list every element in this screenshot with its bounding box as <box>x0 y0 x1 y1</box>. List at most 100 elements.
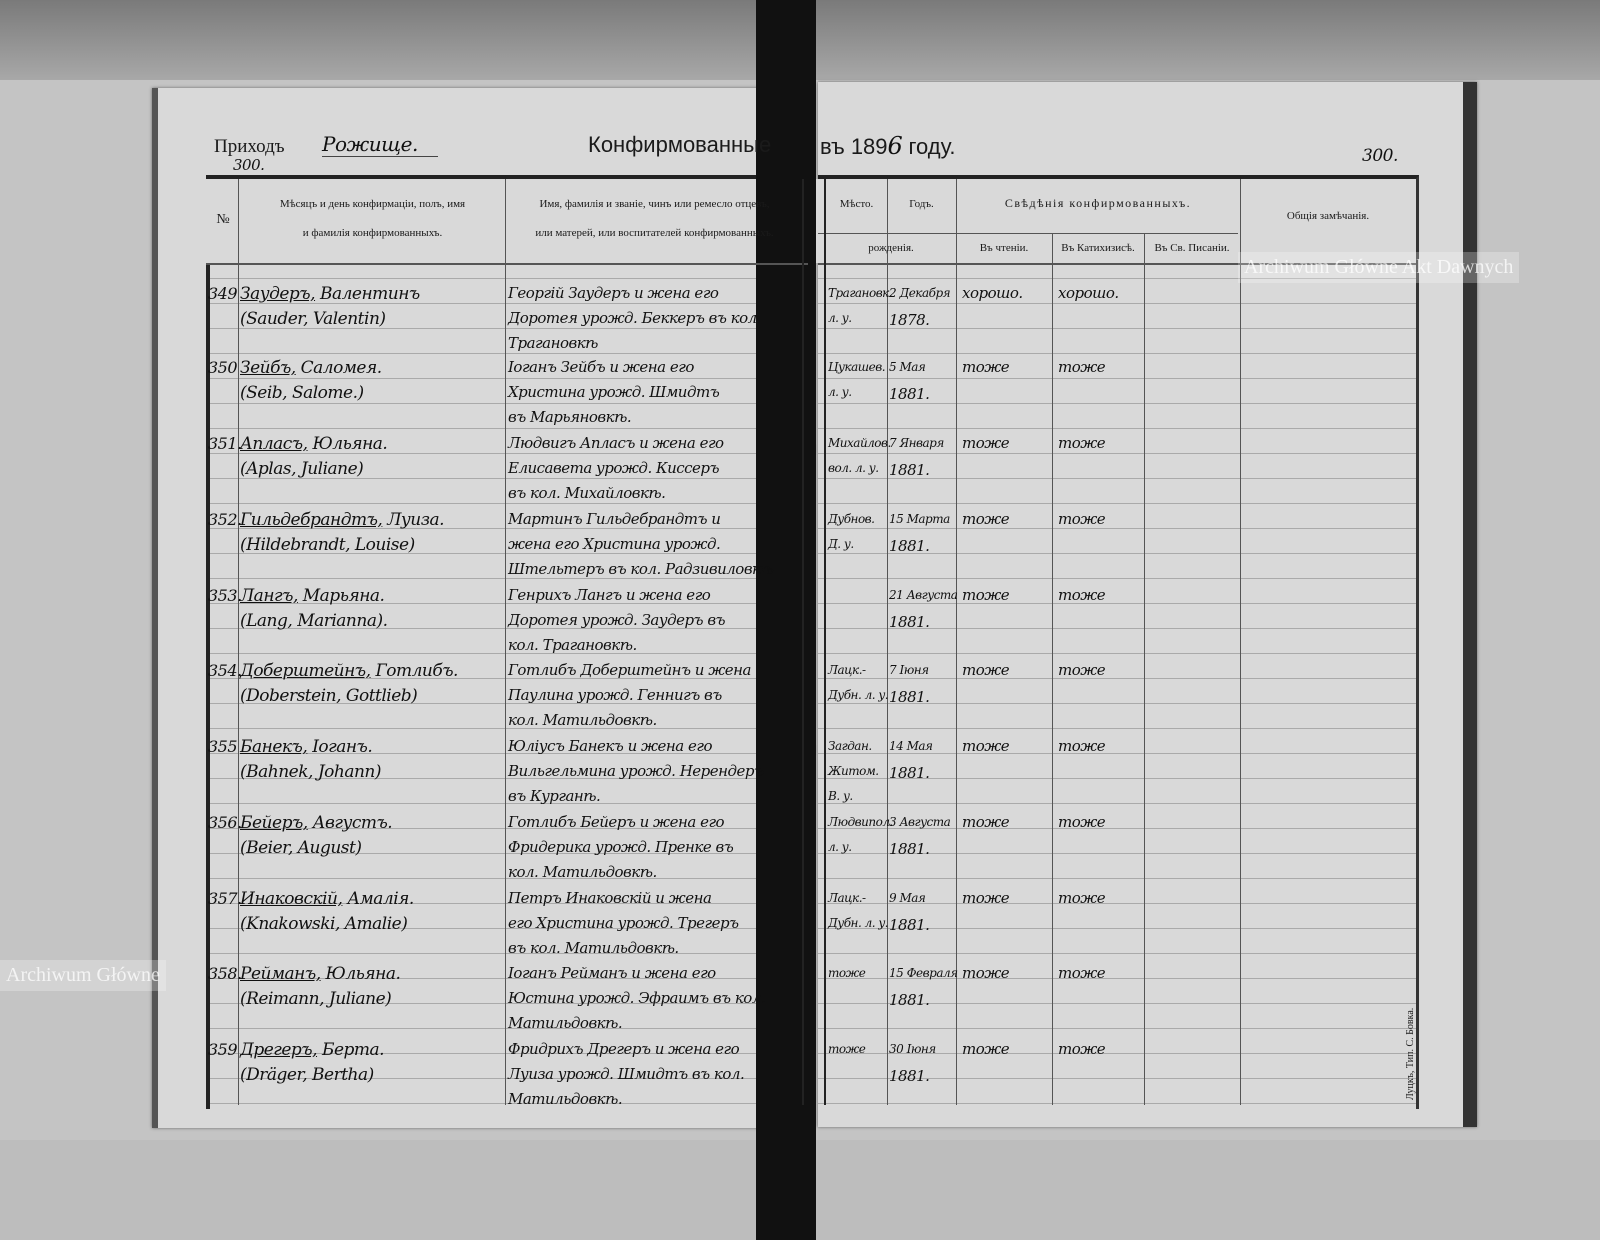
col-year: Годъ. <box>909 198 934 210</box>
entry-number: 351. <box>208 434 242 453</box>
entry-reading-grade: тоже <box>962 964 1010 982</box>
entry-birthplace-line: Михайлов. <box>828 436 891 450</box>
entry-parents-line: Готлибъ Бейеръ и жена его <box>508 813 725 831</box>
entry-birth-date-line: 1881. <box>889 537 930 555</box>
entry-latin-name: (Lang, Marianna). <box>240 611 388 631</box>
printer-note: Луцкъ, Тип. С. Бовка. <box>1405 1007 1416 1100</box>
entry-reading-grade: тоже <box>962 358 1010 376</box>
col-name-line2: и фамилія конфирмованныхъ. <box>302 227 443 239</box>
entry-parents-line: Трагановкѣ <box>508 334 598 352</box>
entry-given-name: Юльяна. <box>312 434 388 454</box>
entry-name: Гильдебрандтъ, Луиза. <box>240 510 445 530</box>
entry-surname: Гильдебрандтъ, <box>240 510 383 530</box>
header-divider <box>206 263 808 265</box>
entry-parents-line: Луиза урожд. Шмидтъ въ кол. <box>508 1065 745 1083</box>
entry-number: 357. <box>208 889 242 908</box>
entry-parents-line: его Христина урожд. Трегеръ <box>508 914 739 932</box>
entry-birthplace-line: В. у. <box>828 789 853 803</box>
entry-birth-date-line: 1881. <box>889 991 930 1009</box>
entry-number: 353. <box>208 586 242 605</box>
year-prefix: въ 189 <box>820 134 888 159</box>
entry-name: Инаковскій, Амалія. <box>240 889 414 909</box>
entry-parents-line: Матильдовкѣ. <box>508 1014 623 1032</box>
entry-birthplace-line: Трагановк. <box>828 286 893 300</box>
entry-birthplace-line: тоже <box>828 1042 866 1056</box>
entry-reading-grade: тоже <box>962 813 1010 831</box>
entry-number: 359 <box>208 1040 238 1059</box>
entry-parents-line: Фридрихъ Дрегеръ и жена его <box>508 1040 740 1058</box>
entry-catechism-grade: тоже <box>1058 358 1106 376</box>
parish-label: Приходъ <box>214 136 285 157</box>
entry-catechism-grade: тоже <box>1058 889 1106 907</box>
entry-latin-name: (Sauder, Valentin) <box>240 309 386 329</box>
right-table <box>818 175 1419 1109</box>
entry-name: Доберштейнъ, Готлибъ. <box>240 661 458 681</box>
entry-catechism-grade: хорошо. <box>1058 284 1119 302</box>
col-parents-line1: Имя, фамилія и званіе, чинъ или ремесло … <box>539 198 770 210</box>
entry-given-name: Берта. <box>321 1040 385 1060</box>
entry-birthplace-line: Дубн. л. у. <box>828 688 889 702</box>
entry-number: 358. <box>208 964 242 983</box>
entry-name: Банекъ, Іоганъ. <box>240 737 373 757</box>
entry-catechism-grade: тоже <box>1058 510 1106 528</box>
entry-reading-grade: тоже <box>962 737 1010 755</box>
entry-given-name: Валентинъ <box>319 284 420 304</box>
entry-birth-date-line: 21 Августа <box>889 588 958 602</box>
entry-surname: Банекъ, <box>240 737 308 757</box>
entry-parents-line: Мартинъ Гильдебрандтъ и <box>508 510 721 528</box>
entry-parents-line: Петръ Инаковскій и жена <box>508 889 712 907</box>
entry-birthplace-line: Д. у. <box>828 537 854 551</box>
entry-latin-name: (Doberstein, Gottlieb) <box>240 686 418 706</box>
entry-latin-name: (Bahnek, Johann) <box>240 762 382 782</box>
col-divider <box>802 179 804 1105</box>
entry-number: 355 <box>208 737 238 756</box>
col-divider <box>1052 233 1053 1105</box>
entry-parents-line: Доротея урожд. Заудеръ въ <box>508 611 726 629</box>
entry-birthplace-line: Загдан. <box>828 739 872 753</box>
entry-birthplace-line: л. у. <box>828 840 852 854</box>
left-table <box>206 175 812 1109</box>
entry-birthplace-line: Дубн. л. у. <box>828 916 889 930</box>
entry-surname: Рейманъ, <box>240 964 321 984</box>
col-divider <box>956 179 957 1105</box>
entry-catechism-grade: тоже <box>1058 1040 1106 1058</box>
entry-birthplace-line: л. у. <box>828 385 852 399</box>
entry-given-name: Саломея. <box>300 358 383 378</box>
entry-given-name: Луиза. <box>387 510 445 530</box>
entry-parents-line: Елисавета урожд. Киссеръ <box>508 459 720 477</box>
entry-reading-grade: тоже <box>962 586 1010 604</box>
entry-reading-grade: хорошо. <box>962 284 1023 302</box>
col-birth: рожденія. <box>868 242 914 254</box>
entry-parents-line: кол. Матильдовкѣ. <box>508 711 657 729</box>
entry-reading-grade: тоже <box>962 661 1010 679</box>
entry-latin-name: (Beier, August) <box>240 838 362 858</box>
entry-birth-date-line: 1878. <box>889 311 930 329</box>
entry-number: 356. <box>208 813 242 832</box>
entry-catechism-grade: тоже <box>1058 434 1106 452</box>
entry-reading-grade: тоже <box>962 889 1010 907</box>
entry-latin-name: (Seib, Salome.) <box>240 383 364 403</box>
year-suffix: году. <box>908 134 956 159</box>
entry-number: 354. <box>208 661 242 680</box>
page-title: Конфирмованные <box>588 132 772 157</box>
entry-parents-line: въ Марьяновкѣ. <box>508 408 632 426</box>
entry-birth-date-line: 1881. <box>889 764 930 782</box>
entry-parents-line: Людвигъ Апласъ и жена его <box>508 434 724 452</box>
entry-parents-line: Вильгельмина урожд. Нерендеръ <box>508 762 764 780</box>
entry-parents-line: Матильдовкѣ. <box>508 1090 623 1108</box>
subheader-divider <box>818 233 1238 234</box>
entry-birthplace-line: вол. л. у. <box>828 461 879 475</box>
entry-birthplace-line: Людвипол. <box>828 815 893 829</box>
entry-parents-line: Фридерика урожд. Пренке въ <box>508 838 734 856</box>
entry-latin-name: (Knakowski, Amalie) <box>240 914 408 934</box>
entry-surname: Инаковскій, <box>240 889 343 909</box>
entry-birthplace-line: Лацк.- <box>828 891 866 905</box>
entry-surname: Бейеръ, <box>240 813 308 833</box>
page-number-left: 300. <box>233 156 265 174</box>
entry-number: 350 <box>208 358 238 377</box>
entry-surname: Доберштейнъ, <box>240 661 371 681</box>
entry-reading-grade: тоже <box>962 510 1010 528</box>
entry-birth-date-line: 30 Іюня <box>889 1042 936 1056</box>
entry-parents-line: Готлибъ Доберштейнъ и жена <box>508 661 751 679</box>
col-divider <box>1240 179 1241 1105</box>
